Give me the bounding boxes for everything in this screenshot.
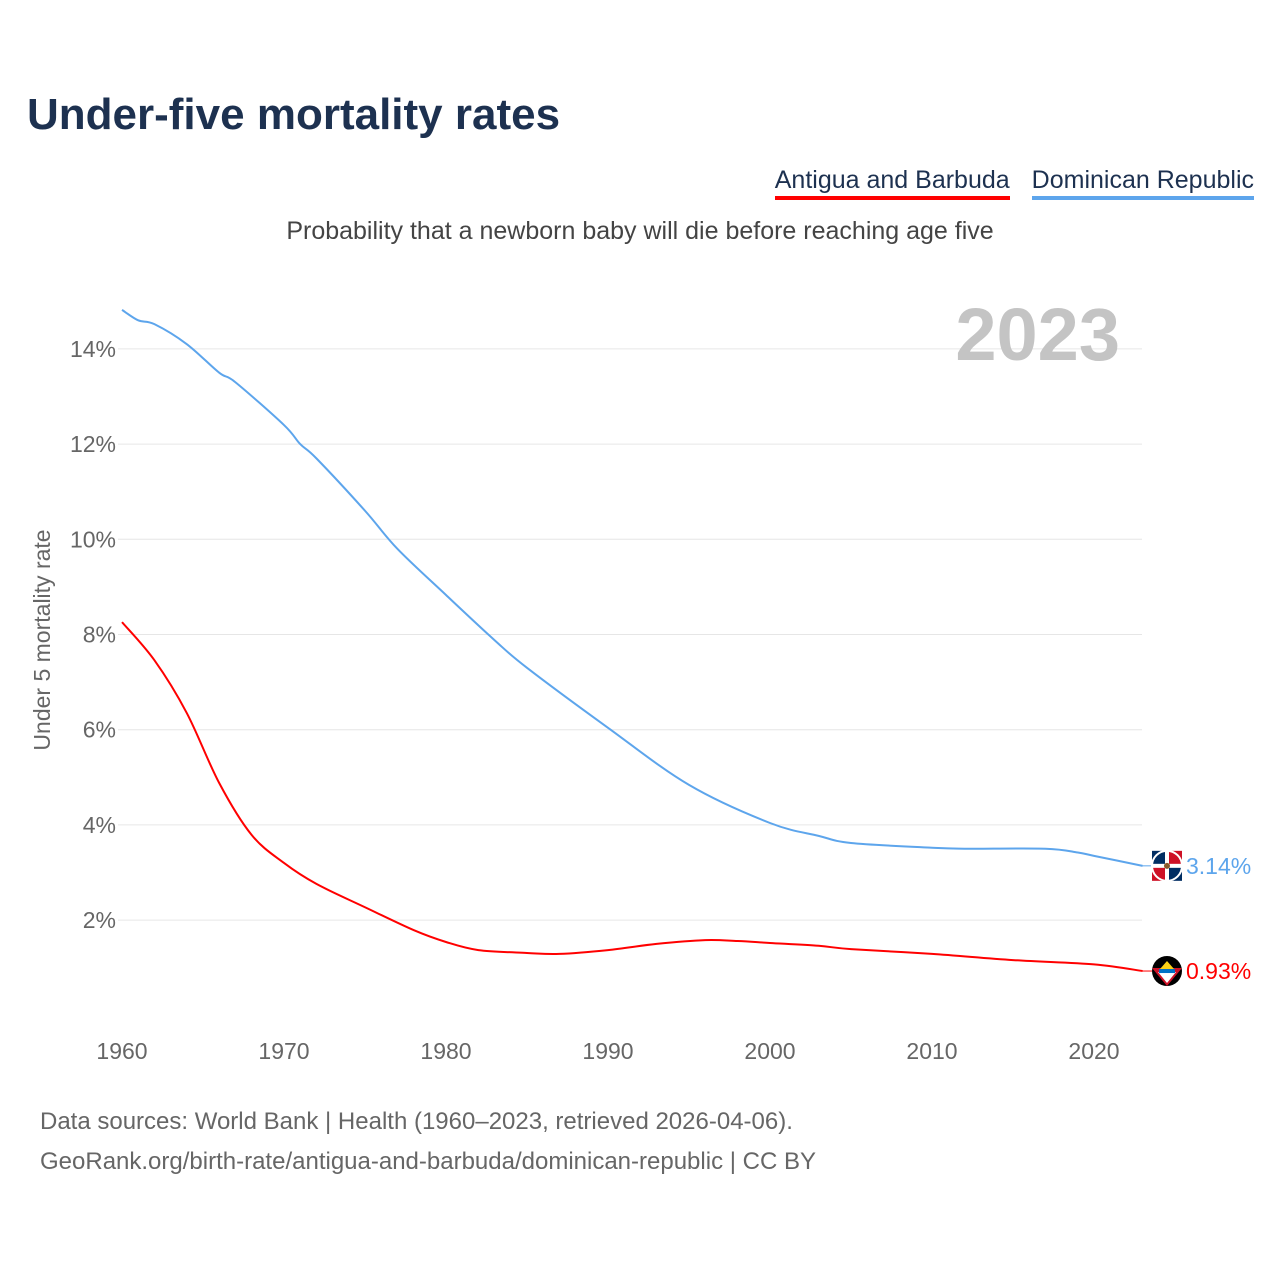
y-tick-label: 4% bbox=[83, 812, 116, 838]
source-line-1: Data sources: World Bank | Health (1960–… bbox=[40, 1108, 793, 1135]
y-axis-label: Under 5 mortality rate bbox=[29, 529, 55, 750]
flag-emblem bbox=[1164, 862, 1170, 869]
legend-antigua[interactable]: Antigua and Barbuda bbox=[774, 166, 1010, 200]
flag-q3 bbox=[1152, 867, 1165, 881]
x-tick-label: 1970 bbox=[258, 1038, 309, 1064]
x-tick-label: 2010 bbox=[906, 1038, 957, 1064]
y-tick-label: 12% bbox=[70, 431, 116, 457]
end-value-label: 0.93% bbox=[1186, 958, 1251, 984]
y-tick-label: 10% bbox=[70, 526, 116, 552]
x-tick-label: 1960 bbox=[96, 1038, 147, 1064]
flag-blue-band bbox=[1159, 969, 1175, 974]
end-value-label: 3.14% bbox=[1186, 853, 1251, 879]
y-tick-label: 6% bbox=[83, 717, 116, 743]
flag-q1 bbox=[1152, 850, 1165, 864]
legend: Antigua and Barbuda Dominican Republic bbox=[774, 166, 1254, 200]
chart-subtitle: Probability that a newborn baby will die… bbox=[286, 217, 994, 245]
x-tick-label: 2000 bbox=[744, 1038, 795, 1064]
series-line-0 bbox=[121, 621, 1143, 973]
series-line-1 bbox=[121, 309, 1143, 867]
flag-ring bbox=[1151, 849, 1183, 882]
flag-sun bbox=[1160, 961, 1174, 970]
x-tick-label: 1980 bbox=[420, 1038, 471, 1064]
y-tick-label: 14% bbox=[70, 336, 116, 362]
flag-q4 bbox=[1169, 867, 1182, 881]
flag-white-part bbox=[1158, 972, 1176, 984]
y-tick-label: 8% bbox=[83, 622, 116, 648]
y-tick-label: 2% bbox=[83, 907, 116, 933]
x-tick-label: 2020 bbox=[1068, 1038, 1119, 1064]
year-label: 2023 bbox=[955, 293, 1120, 376]
chart-title: Under-five mortality rates bbox=[27, 90, 561, 139]
x-tick-label: 1990 bbox=[582, 1038, 633, 1064]
source-line-2: GeoRank.org/birth-rate/antigua-and-barbu… bbox=[40, 1148, 816, 1175]
legend-dominican[interactable]: Dominican Republic bbox=[1031, 166, 1254, 200]
flag-q2 bbox=[1169, 850, 1182, 864]
